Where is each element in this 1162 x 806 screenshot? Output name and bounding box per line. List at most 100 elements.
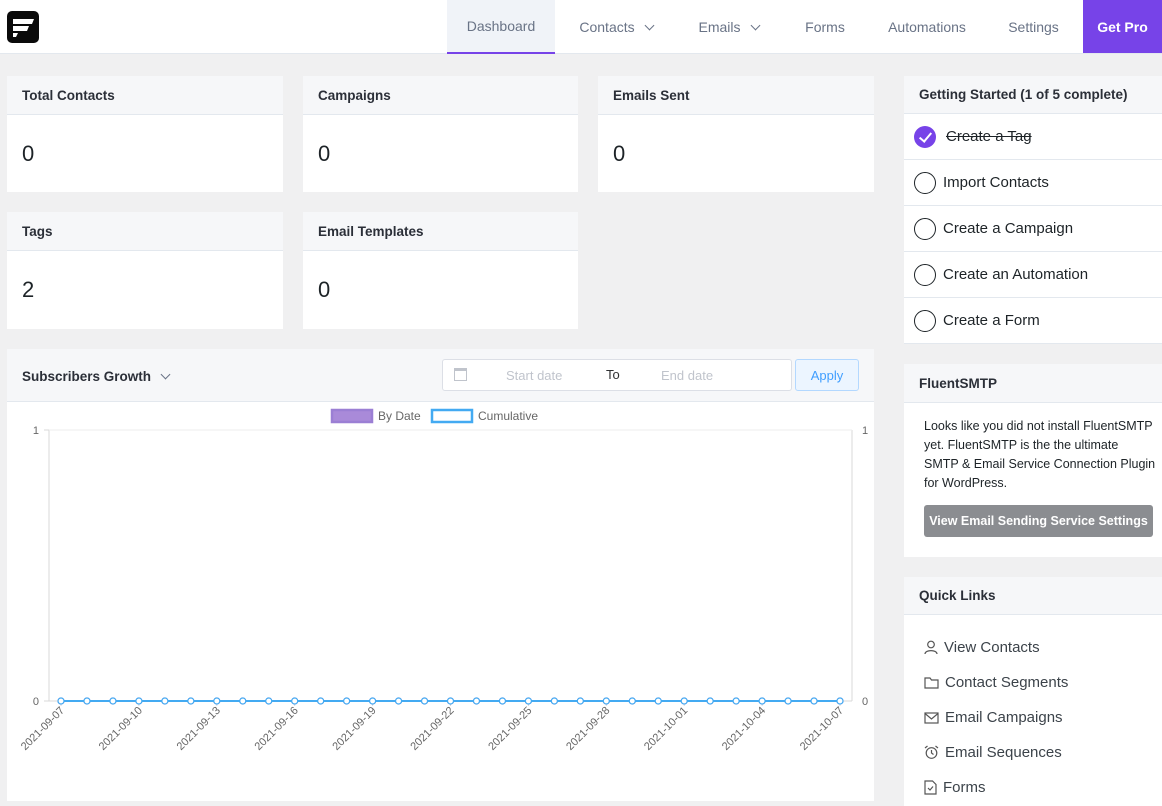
checklist-label: Create an Automation <box>943 266 1089 283</box>
nav-label: Emails <box>698 19 741 35</box>
empty-circle-icon <box>914 310 936 332</box>
document-icon <box>924 780 937 795</box>
nav-settings[interactable]: Settings <box>984 0 1083 54</box>
checklist-label: Create a Tag <box>946 128 1032 145</box>
date-range-separator: To <box>606 367 620 382</box>
data-point <box>446 697 455 705</box>
checklist-item-create-form[interactable]: Create a Form <box>904 298 1162 344</box>
stat-value: 0 <box>613 141 626 166</box>
quick-link-email-campaigns[interactable]: Email Campaigns <box>924 709 1063 726</box>
quick-links-title: Quick Links <box>904 577 1162 615</box>
legend-label: Cumulative <box>478 409 538 423</box>
stat-card-email-templates[interactable]: Email Templates 0 <box>303 212 578 329</box>
top-navigation: Dashboard Contacts Emails Forms Automati… <box>0 0 1162 54</box>
nav-contacts[interactable]: Contacts <box>555 0 677 54</box>
checklist-label: Create a Campaign <box>943 220 1074 237</box>
quick-link-label: Email Sequences <box>945 744 1062 761</box>
x-tick-label: 2021-09-19 <box>330 705 378 753</box>
stat-label: Campaigns <box>303 76 578 115</box>
empty-circle-icon <box>914 172 936 194</box>
data-point <box>369 697 377 705</box>
quick-link-label: View Contacts <box>944 639 1040 656</box>
getting-started-title: Getting Started (1 of 5 complete) <box>904 76 1162 114</box>
get-pro-button[interactable]: Get Pro <box>1083 0 1162 53</box>
checklist-label: Create a Form <box>943 312 1040 329</box>
subscribers-growth-chart: 0 0 1 1 2021-09-07 2021-09-10 2021-09-13 2021-0… <box>19 408 868 753</box>
envelope-icon <box>924 711 939 724</box>
data-point <box>239 697 247 705</box>
nav-emails[interactable]: Emails <box>677 0 780 54</box>
data-point <box>394 697 403 705</box>
chart-title-dropdown[interactable]: Subscribers Growth <box>22 369 152 384</box>
stat-card-emails-sent[interactable]: Emails Sent 0 <box>598 76 874 192</box>
apply-button[interactable]: Apply <box>795 359 859 391</box>
chevron-down-icon[interactable] <box>160 369 171 380</box>
y-tick-label-left: 0 <box>33 696 39 708</box>
checklist-item-create-tag[interactable]: Create a Tag <box>904 114 1162 160</box>
quick-link-label: Email Campaigns <box>945 709 1063 726</box>
data-point <box>758 697 766 705</box>
fluentsmtp-title: FluentSMTP <box>904 364 1162 403</box>
legend-swatch <box>330 408 374 424</box>
folder-icon <box>924 677 939 689</box>
x-tick-label: 2021-09-13 <box>175 705 223 753</box>
user-icon <box>924 640 938 655</box>
data-point <box>706 697 714 705</box>
data-point <box>472 697 481 705</box>
data-point <box>135 697 143 705</box>
stat-card-campaigns[interactable]: Campaigns 0 <box>303 76 578 192</box>
stat-card-total-contacts[interactable]: Total Contacts 0 <box>7 76 283 192</box>
x-tick-label: 2021-10-07 <box>798 705 846 753</box>
alarm-clock-icon <box>924 745 939 759</box>
data-point <box>57 697 65 705</box>
stat-value: 2 <box>22 277 35 302</box>
chart-header: Subscribers Growth Start date To End dat… <box>7 349 874 402</box>
end-date-input[interactable]: End date <box>661 368 714 383</box>
stat-card-tags[interactable]: Tags 2 <box>7 212 283 329</box>
fluentcrm-logo-icon[interactable] <box>7 11 39 43</box>
data-point <box>810 697 818 705</box>
y-tick-label-left: 1 <box>33 425 39 437</box>
data-point <box>680 697 688 705</box>
data-point <box>187 697 195 705</box>
stat-label: Email Templates <box>303 212 578 251</box>
date-range-picker[interactable]: Start date To End date <box>442 359 792 391</box>
checklist-item-import-contacts[interactable]: Import Contacts <box>904 160 1162 206</box>
stat-label: Total Contacts <box>7 76 283 115</box>
start-date-input[interactable]: Start date <box>506 368 563 383</box>
nav-automations[interactable]: Automations <box>870 0 984 54</box>
y-tick-label-right: 1 <box>862 425 868 437</box>
quick-link-view-contacts[interactable]: View Contacts <box>924 639 1040 656</box>
chevron-down-icon <box>644 20 655 30</box>
nav-label: Forms <box>805 19 845 35</box>
quick-link-label: Forms <box>943 779 986 796</box>
calendar-icon <box>454 368 467 381</box>
data-point <box>317 697 325 705</box>
x-tick-label: 2021-09-25 <box>486 705 534 753</box>
fluentsmtp-panel: FluentSMTP Looks like you did not instal… <box>904 364 1162 557</box>
x-tick-label: 2021-10-01 <box>642 705 690 753</box>
data-point <box>784 697 792 705</box>
quick-link-contact-segments[interactable]: Contact Segments <box>924 674 1068 691</box>
stat-value: 0 <box>318 277 331 302</box>
checklist-item-create-campaign[interactable]: Create a Campaign <box>904 206 1162 252</box>
chevron-down-icon <box>750 20 760 30</box>
nav-label: Dashboard <box>466 18 536 34</box>
quick-links-panel: Quick Links View Contacts Contact Segmen… <box>904 577 1162 806</box>
x-tick-label: 2021-10-04 <box>720 705 768 753</box>
data-point <box>550 697 558 705</box>
checklist-item-create-automation[interactable]: Create an Automation <box>904 252 1162 298</box>
view-email-settings-button[interactable]: View Email Sending Service Settings <box>924 505 1153 537</box>
quick-link-forms[interactable]: Forms <box>924 779 986 796</box>
data-point <box>213 697 221 705</box>
nav-forms[interactable]: Forms <box>780 0 870 54</box>
quick-link-email-sequences[interactable]: Email Sequences <box>924 744 1062 761</box>
data-point <box>654 697 662 705</box>
quick-link-label: Contact Segments <box>945 674 1069 691</box>
x-tick-label: 2021-09-10 <box>97 705 145 753</box>
stat-value: 0 <box>22 141 35 166</box>
nav-dashboard[interactable]: Dashboard <box>447 0 555 54</box>
data-point <box>628 697 636 705</box>
x-tick-label: 2021-09-16 <box>253 705 301 753</box>
fluentsmtp-message: Looks like you did not install FluentSMT… <box>924 419 1156 490</box>
